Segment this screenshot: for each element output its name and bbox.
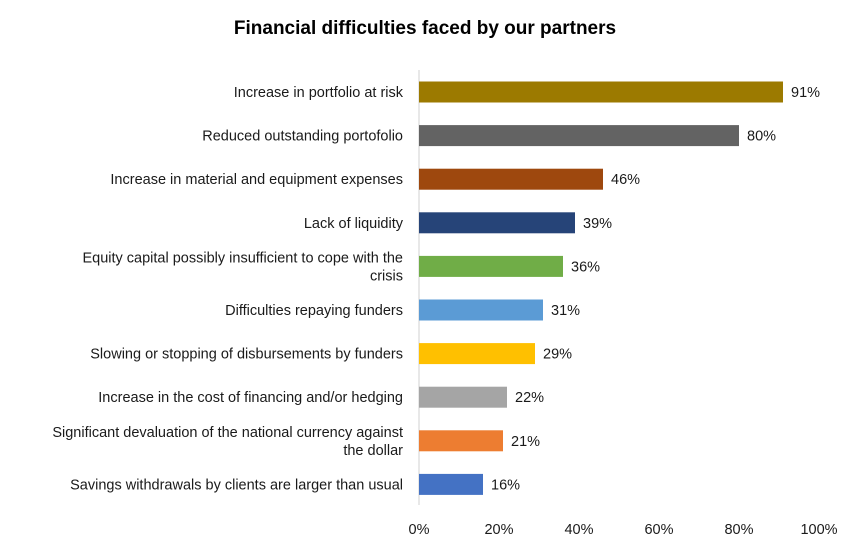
value-label: 80% [747, 129, 776, 145]
category-label: Lack of liquidity [304, 216, 404, 232]
x-tick-label: 0% [409, 522, 430, 538]
value-label: 16% [491, 477, 520, 493]
value-label: 46% [611, 172, 640, 188]
category-label: Increase in portfolio at risk [234, 85, 404, 101]
category-label: Difficulties repaying funders [225, 303, 403, 319]
x-tick-label: 60% [644, 522, 673, 538]
category-label: Increase in the cost of financing and/or… [98, 390, 403, 406]
bar [419, 81, 783, 103]
bar [419, 255, 563, 277]
x-tick-label: 80% [724, 522, 753, 538]
value-label: 36% [571, 259, 600, 275]
bar [419, 386, 507, 408]
bar [419, 125, 739, 147]
value-label: 22% [515, 390, 544, 406]
bar [419, 212, 575, 234]
chart-title: Financial difficulties faced by our part… [233, 18, 617, 39]
x-tick-label: 100% [800, 522, 837, 538]
category-label: Slowing or stopping of disbursements by … [90, 347, 403, 363]
category-label: Equity capital possibly insufficient to … [82, 250, 403, 284]
bar [419, 473, 483, 495]
bar [419, 299, 543, 321]
category-label: Reduced outstanding portofolio [202, 129, 403, 145]
bar [419, 168, 603, 190]
category-label: Significant devaluation of the national … [52, 425, 403, 459]
x-tick-label: 20% [484, 522, 513, 538]
category-label: Savings withdrawals by clients are large… [70, 477, 403, 493]
bar [419, 430, 503, 452]
category-label: Increase in material and equipment expen… [110, 172, 403, 188]
value-label: 21% [511, 434, 540, 450]
value-label: 31% [551, 303, 580, 319]
value-label: 39% [583, 216, 612, 232]
bar [419, 343, 535, 365]
value-label: 91% [791, 85, 820, 101]
x-tick-label: 40% [564, 522, 593, 538]
value-label: 29% [543, 347, 572, 363]
